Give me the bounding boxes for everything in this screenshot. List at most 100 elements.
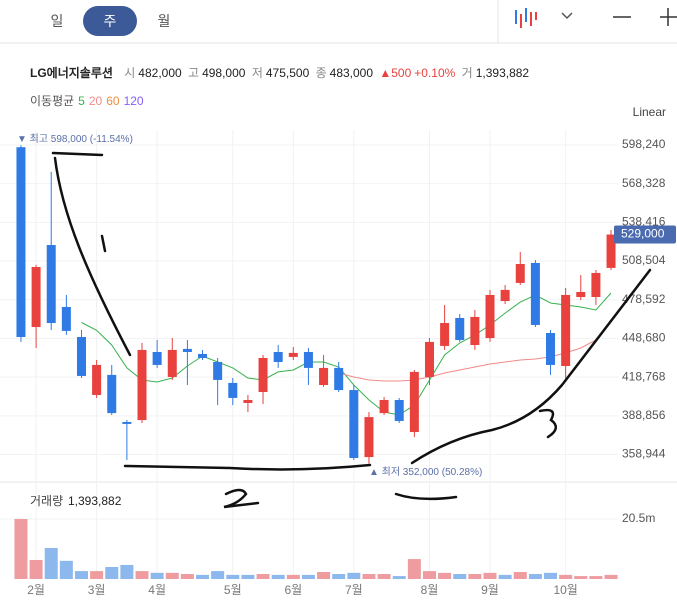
tab-week[interactable]: 주 (83, 6, 137, 36)
volume-bar (559, 574, 573, 579)
y-tick-label: 568,328 (622, 176, 666, 190)
info-label: 저 (251, 66, 263, 80)
candle-body (137, 349, 147, 421)
volume-bar (347, 572, 361, 579)
candle-body (61, 306, 71, 331)
volume-bar (498, 574, 512, 579)
ma-legend-title: 이동평균 (30, 94, 75, 108)
volume-bar (105, 566, 119, 579)
volume-bar (226, 574, 240, 579)
x-tick-label: 8월 (421, 583, 439, 597)
candle-body (167, 349, 177, 377)
candle-body (470, 316, 480, 346)
candle-body (46, 245, 56, 324)
x-tick-label: 5월 (224, 583, 242, 597)
candle-body (530, 262, 540, 325)
volume-bar (211, 571, 225, 579)
ma-legend: 이동평균 5 20 60 120 (30, 92, 144, 109)
dropdown-icon (561, 12, 573, 20)
volume-bar (241, 574, 255, 579)
ma-line (81, 292, 612, 416)
candle-body (606, 234, 616, 268)
candle-body (198, 353, 208, 358)
price-annotation: ▼ 최고 598,000 (-11.54%) (17, 133, 133, 145)
volume-title: 거래량 (30, 494, 63, 508)
candle-body (591, 272, 601, 298)
volume-bar (44, 547, 58, 579)
x-tick-label: 10월 (553, 583, 577, 597)
change: ▲500 (379, 66, 412, 80)
volume-bar (453, 574, 467, 579)
volume-bar (150, 572, 164, 579)
volume-bar (468, 574, 482, 579)
candle-body (500, 289, 510, 302)
hand-drawing (51, 151, 652, 509)
volume-bar (29, 559, 43, 579)
candle-body (334, 367, 344, 391)
volume-bar (286, 574, 300, 579)
volume-bar (422, 571, 436, 579)
price-annotation: ▲ 최저 352,000 (50.28%) (369, 466, 482, 478)
candle-body (485, 294, 495, 339)
candle-body (364, 417, 374, 458)
candle-body (515, 264, 525, 283)
volume-bar (196, 574, 210, 579)
volume-bar (574, 576, 588, 579)
volume-bar (604, 574, 618, 579)
volume-bar (74, 571, 88, 579)
legend-entry: 20 (88, 94, 103, 108)
stock-name: LG에너지솔루션 (30, 66, 113, 80)
info-label: 시 (124, 66, 136, 80)
volume-bar (483, 572, 497, 579)
x-tick-label: 4월 (148, 583, 166, 597)
candle-body (152, 352, 162, 365)
candle-body (424, 341, 434, 377)
y-tick-label: 448,680 (622, 331, 666, 345)
candle-body (409, 371, 419, 432)
legend-entry: 5 (78, 94, 85, 108)
y-tick-label: 358,944 (622, 447, 666, 461)
volume-bar (256, 574, 270, 579)
plus-icon (660, 8, 677, 26)
volume-bar (135, 571, 149, 579)
last-price-label: 529,000 (621, 227, 665, 241)
volume-bar (438, 572, 452, 579)
volume-bar (377, 574, 391, 579)
volume-latest: 1,393,882 (68, 494, 122, 508)
volume-bar (528, 574, 542, 579)
candle-body (273, 352, 283, 362)
x-tick-label: 9월 (481, 583, 499, 597)
volume-bar (14, 518, 28, 579)
candle-body (455, 317, 465, 340)
candle-body (258, 357, 268, 392)
y-tick-label: 508,504 (622, 253, 666, 267)
volume-bar (271, 574, 285, 579)
stock-info: LG에너지솔루션 시 482,000 고 498,000 저 475,500 종 483… (30, 64, 532, 81)
volume-bar (165, 572, 179, 579)
x-tick-label: 2월 (27, 583, 45, 597)
info-label: 고 (188, 66, 200, 80)
info-value: 475,500 (265, 66, 310, 80)
candle-body (303, 352, 313, 368)
volume-bar (120, 564, 134, 579)
volume-bar (180, 574, 194, 579)
tab-month[interactable]: 월 (157, 13, 171, 29)
info-label: 종 (315, 66, 327, 80)
tab-day[interactable]: 일 (50, 13, 64, 29)
scale-mode[interactable]: Linear (633, 105, 666, 119)
candle-body (440, 323, 450, 346)
candle-body (319, 367, 329, 385)
volume-bar (407, 559, 421, 579)
candle-body (16, 147, 26, 338)
y-tick-label: 478,592 (622, 292, 666, 306)
change-pct: +0.10% (414, 66, 456, 80)
x-tick-label: 7월 (345, 583, 363, 597)
legend-entry: 60 (106, 94, 120, 108)
last-price-badge (614, 225, 676, 244)
candle-body (243, 400, 253, 403)
info-value: 482,000 (138, 66, 182, 80)
y-tick-label: 538,416 (622, 215, 666, 229)
candle-body (31, 267, 41, 328)
candle-body (288, 352, 298, 357)
